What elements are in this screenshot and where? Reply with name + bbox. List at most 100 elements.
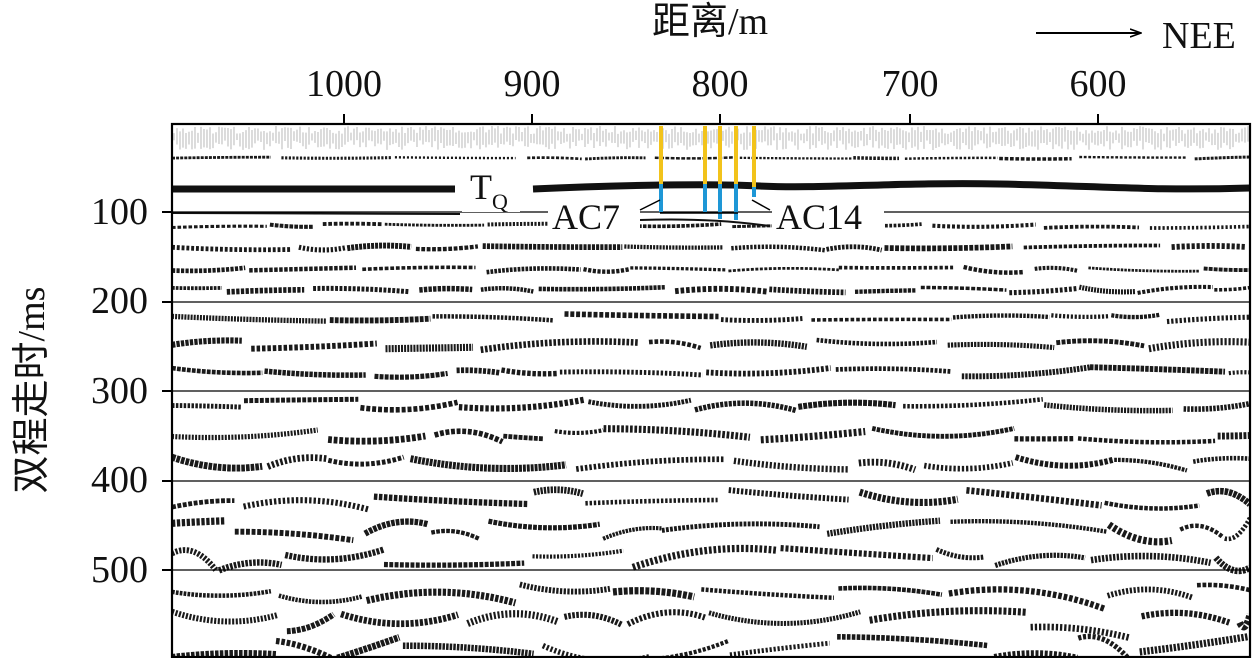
reflector-segment: [731, 244, 827, 253]
reflector-segment: [1030, 623, 1131, 642]
reflector-segment: [172, 517, 226, 527]
reflector-segment: [884, 243, 1013, 252]
reflector-segment: [286, 611, 336, 635]
reflector-segment: [402, 642, 535, 658]
reflector-segment: [458, 396, 585, 412]
reflector-segment: [1023, 243, 1161, 250]
reflector-segment: [172, 337, 242, 348]
reflector-segment: [871, 426, 1015, 439]
reflector-segment: [433, 428, 504, 445]
reflector-segment: [365, 588, 517, 607]
reflector-segment: [172, 427, 319, 441]
reflector-segment: [994, 552, 1086, 568]
reflector-segment: [538, 284, 666, 292]
reflector-segment: [626, 609, 706, 627]
reflector-segment: [708, 609, 861, 626]
reflector-segment: [826, 517, 941, 537]
reflector-segment: [266, 454, 327, 470]
reflector-segment: [694, 400, 798, 414]
reflector-segment: [480, 338, 639, 354]
y-tick-marks: [162, 211, 172, 571]
reflector-segment: [701, 587, 835, 601]
reflector-segment: [1106, 521, 1173, 546]
reflector-segment: [587, 397, 692, 409]
reflector-segment: [654, 155, 738, 160]
reflector-segment: [172, 453, 263, 472]
reflector-segment: [503, 433, 545, 442]
reflector-segment: [709, 339, 808, 350]
reflector-segment: [322, 221, 384, 227]
x-axis-title: 距离/m: [652, 1, 768, 43]
reflector-segment: [920, 285, 1007, 292]
reflector-segment: [362, 265, 476, 272]
reflector-segment: [1171, 243, 1245, 250]
reflector-segment: [858, 458, 917, 473]
reflector-segment: [760, 427, 866, 444]
reflector-segment: [612, 587, 695, 601]
reflector-segment: [172, 265, 246, 274]
reflector-segment: [554, 428, 604, 435]
reflector-segment: [374, 370, 448, 380]
reflector-segment: [1140, 609, 1231, 626]
reflector-segment: [963, 264, 1024, 275]
reflector-segment: [952, 313, 1050, 320]
y-tick-label: 400: [91, 459, 148, 501]
reflector-segment: [264, 368, 366, 378]
reflector-segment: [1043, 402, 1173, 414]
reflector-segment: [706, 365, 832, 377]
reflector-segment: [346, 242, 412, 252]
reflector-segment: [1051, 313, 1110, 320]
reflector-segment: [728, 487, 849, 503]
reflector-segment: [1089, 364, 1226, 375]
reflector-segment: [947, 341, 1055, 351]
reflector-segment: [1194, 155, 1250, 161]
reflector-segment: [519, 581, 611, 595]
reflector-segment: [251, 340, 377, 352]
reflector-segment: [284, 546, 385, 563]
reflector-segment: [1078, 284, 1136, 295]
reflector-segment: [826, 244, 883, 253]
reflector-segment: [674, 285, 767, 295]
reflector-segment: [486, 266, 581, 275]
horizon-label: TQ: [470, 167, 508, 214]
reflector-segment: [1090, 552, 1212, 567]
reflector-segment: [360, 399, 459, 413]
x-tick-labels: 1000 900 800 700 600: [306, 63, 1127, 105]
reflector-segment: [363, 518, 429, 537]
reflector-segment: [853, 156, 900, 161]
reflector-segment: [961, 364, 1091, 380]
reflector-segment: [563, 611, 624, 628]
horizon-label-main: T: [470, 167, 492, 207]
reflector-segment: [226, 286, 305, 295]
reflector-segment: [313, 285, 410, 295]
reflector-segment: [854, 288, 916, 294]
reflector-segment: [172, 224, 267, 230]
reflector-segment: [966, 487, 1102, 509]
time-gridlines: [172, 211, 1250, 571]
reflector-segment: [172, 588, 272, 598]
reflector-segment: [858, 488, 959, 507]
reflector-segment: [780, 545, 933, 562]
reflector-segment: [1179, 523, 1225, 540]
reflector-segment: [385, 343, 474, 353]
reflector-segment: [948, 586, 1106, 612]
reflector-bands: [172, 126, 1250, 658]
reflector-segment: [532, 548, 624, 559]
reflector-segment: [394, 156, 516, 160]
reflector-segment: [172, 403, 241, 410]
reflector-segment: [950, 519, 1108, 534]
reflector-segment: [1228, 370, 1250, 376]
reflector-segment: [816, 337, 938, 347]
reflector-segment: [172, 365, 263, 376]
reflector-segment: [1183, 400, 1250, 412]
reflector-segment: [482, 243, 623, 250]
reflector-segment: [811, 317, 952, 322]
reflector-segment: [327, 432, 426, 445]
reflector-segment: [480, 286, 534, 294]
reflector-segment: [1034, 265, 1078, 273]
reflector-segment: [868, 607, 1027, 624]
x-tick-label: 600: [1070, 63, 1127, 105]
direction-label: NEE: [1162, 15, 1236, 57]
reflector-segment: [1014, 454, 1115, 469]
reflector-segment: [278, 593, 363, 605]
